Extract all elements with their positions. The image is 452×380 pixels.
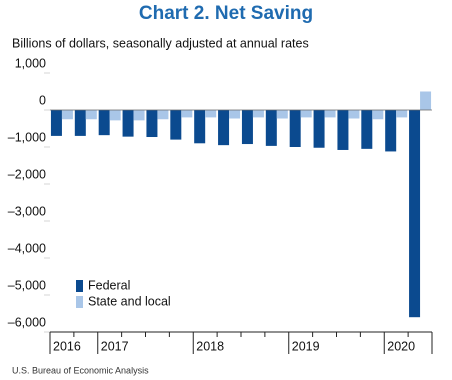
bar (265, 110, 277, 146)
bar (194, 110, 206, 144)
y-tick-label: –3,000 (8, 204, 46, 218)
bar (289, 110, 301, 147)
bar (385, 110, 397, 152)
bar (361, 110, 373, 149)
bar (337, 110, 349, 150)
bar (348, 110, 360, 119)
bar (372, 110, 384, 120)
x-tick-label: 2019 (292, 339, 320, 353)
y-tick-label: –4,000 (8, 241, 46, 255)
bar (74, 110, 86, 136)
legend-label: State and local (88, 294, 171, 308)
bar (229, 110, 241, 119)
legend-swatch (76, 296, 83, 308)
bar (109, 110, 121, 121)
source: U.S. Bureau of Economic Analysis (12, 365, 149, 375)
bar (300, 110, 312, 118)
subtitle: Billions of dollars, seasonally adjusted… (12, 36, 309, 50)
y-tick-label: 0 (39, 93, 46, 107)
chart-title: Chart 2. Net Saving (139, 3, 313, 24)
bar (98, 110, 110, 136)
bar (218, 110, 230, 146)
y-tick-label: –5,000 (8, 278, 46, 292)
x-tick-label: 2016 (53, 339, 81, 353)
x-tick-label: 2018 (196, 339, 224, 353)
y-tick-label: –1,000 (8, 130, 46, 144)
legend-swatch (76, 280, 83, 292)
bar (50, 110, 62, 136)
x-tick-label: 2017 (101, 339, 129, 353)
bar (241, 110, 253, 145)
bar (181, 110, 193, 118)
bar (313, 110, 325, 148)
bar (409, 110, 421, 318)
bar (276, 110, 288, 119)
bar (157, 110, 169, 120)
bar (324, 110, 336, 118)
bar (170, 110, 182, 140)
x-tick-label: 2020 (387, 339, 415, 353)
y-tick-label: –2,000 (8, 167, 46, 181)
bar (61, 110, 73, 120)
legend-label: Federal (88, 278, 130, 292)
bar (146, 110, 158, 138)
bar (133, 110, 145, 121)
bar (122, 110, 134, 137)
bar (205, 110, 217, 118)
bar (396, 110, 408, 118)
bar (85, 110, 97, 120)
bar (252, 110, 264, 118)
bar (420, 91, 432, 110)
y-tick-label: –6,000 (8, 315, 46, 329)
y-tick-label: 1,000 (15, 56, 46, 70)
